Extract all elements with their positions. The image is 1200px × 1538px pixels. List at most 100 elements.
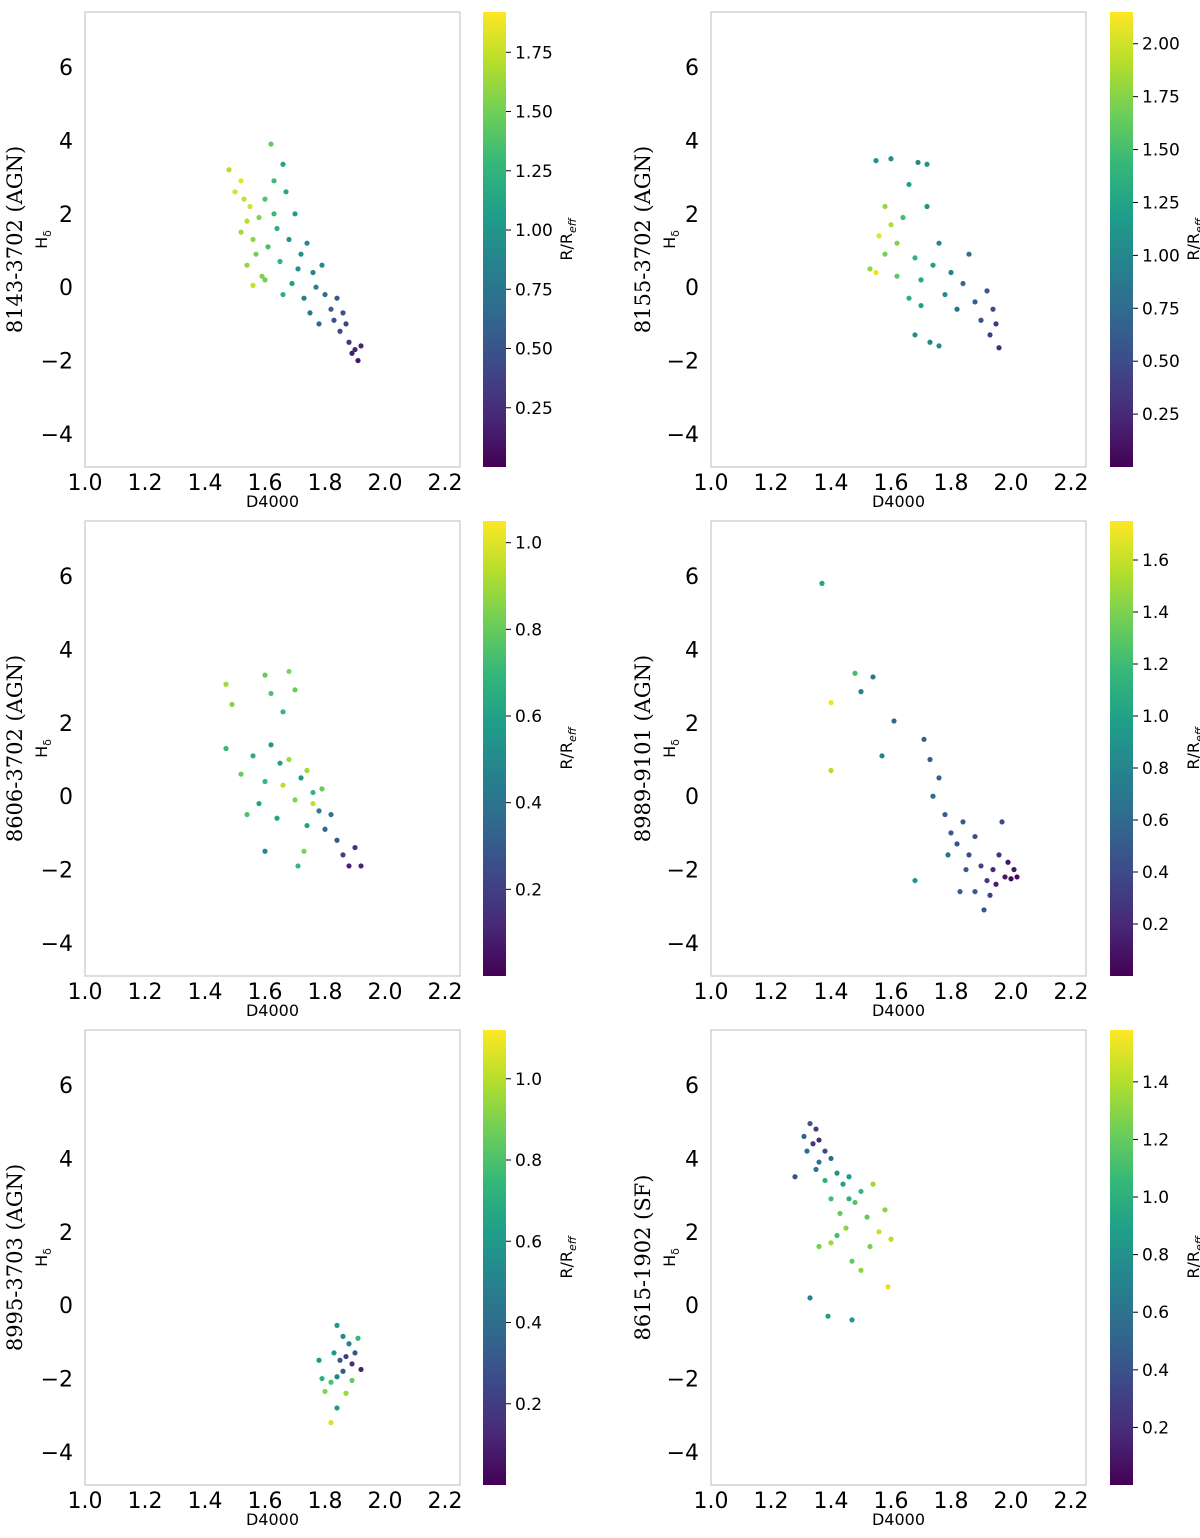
data-point xyxy=(256,214,262,221)
x-tick-label: 2.2 xyxy=(1054,980,1089,1005)
x-tick-label: 1.0 xyxy=(68,980,103,1005)
colorbar-label: R/Reff xyxy=(557,726,579,769)
x-tick-label: 2.0 xyxy=(994,980,1029,1005)
data-point xyxy=(265,244,271,250)
data-point xyxy=(223,745,229,752)
data-point xyxy=(322,291,328,298)
data-point xyxy=(867,266,873,272)
data-point xyxy=(274,815,280,821)
data-point xyxy=(816,1243,822,1250)
x-tick-label: 2.0 xyxy=(994,471,1029,496)
colorbar-tick-label: 0.8 xyxy=(515,1151,542,1171)
data-point xyxy=(960,819,966,825)
data-point xyxy=(990,306,996,312)
colorbar xyxy=(483,1030,506,1485)
data-point xyxy=(894,273,900,279)
data-point xyxy=(337,328,343,334)
data-point xyxy=(319,262,325,268)
data-point xyxy=(244,811,250,818)
data-point xyxy=(828,1240,834,1246)
colorbar-tick-label: 1.25 xyxy=(515,162,553,182)
data-point xyxy=(882,251,888,257)
colorbar-tick-label: 0.75 xyxy=(1142,299,1180,319)
x-tick-label: 2.2 xyxy=(1054,471,1089,496)
data-point xyxy=(888,1236,894,1242)
colorbar-tick-label: 0.4 xyxy=(1142,1361,1169,1381)
y-tick-label: 2 xyxy=(59,712,73,737)
x-axis-label: D4000 xyxy=(872,1510,925,1529)
panel-4: 1.0 1.2 1.4 1.6 1.8 2.0 2.2 −4 −2 0 2 4 6 D4000 8989-9… xyxy=(631,520,1200,1020)
y-tick-label: 2 xyxy=(685,1221,699,1246)
data-point xyxy=(268,690,274,697)
data-point xyxy=(349,1377,355,1384)
data-point xyxy=(322,826,328,832)
y-tick-label: 6 xyxy=(59,565,73,590)
y-tick-label: 2 xyxy=(685,712,699,737)
data-point xyxy=(244,262,250,268)
data-point xyxy=(328,306,334,312)
y-tick-label: 6 xyxy=(685,56,699,81)
data-point xyxy=(316,1357,322,1363)
data-point xyxy=(972,833,978,840)
data-point xyxy=(885,1284,891,1290)
data-point xyxy=(283,189,289,195)
data-point xyxy=(912,255,918,261)
y-tick-label: −2 xyxy=(41,859,73,884)
data-point xyxy=(888,222,894,228)
colorbar-tick-label: 0.6 xyxy=(1142,811,1169,831)
colorbar-tick-label: 0.50 xyxy=(515,340,553,360)
data-point xyxy=(310,800,316,807)
panel-3: 1.0 1.2 1.4 1.6 1.8 2.0 2.2 −4 −2 0 2 4 6 D4000 8606-3… xyxy=(3,520,579,1020)
y-tick-label: 4 xyxy=(59,1147,73,1172)
data-point xyxy=(271,178,277,184)
data-point xyxy=(334,1374,340,1380)
y-tick-label: 4 xyxy=(59,129,73,154)
data-point xyxy=(334,1322,340,1328)
data-point xyxy=(301,848,307,854)
x-tick-label: 1.4 xyxy=(188,471,223,496)
data-point xyxy=(331,1350,337,1356)
data-point xyxy=(978,863,984,869)
panel-5: 1.0 1.2 1.4 1.6 1.8 2.0 2.2 −4 −2 0 2 4 6 D4000 8995-3… xyxy=(3,1029,579,1529)
data-point xyxy=(250,282,256,288)
x-tick-label: 2.0 xyxy=(994,1489,1029,1514)
data-point xyxy=(804,1148,810,1154)
data-point xyxy=(873,158,879,164)
data-point xyxy=(241,196,247,202)
data-point xyxy=(834,1232,840,1239)
data-point xyxy=(268,141,274,147)
data-point xyxy=(310,789,316,796)
x-tick-label: 1.8 xyxy=(934,1489,969,1514)
data-point xyxy=(987,332,993,338)
data-point xyxy=(334,837,340,843)
y-tick-label: −4 xyxy=(667,1441,699,1466)
y-tick-label: −4 xyxy=(667,932,699,957)
y-tick-label: −2 xyxy=(667,859,699,884)
x-tick-label: 1.0 xyxy=(694,1489,729,1514)
data-point xyxy=(352,346,358,353)
data-point xyxy=(307,310,313,316)
colorbar-tick-label: 0.2 xyxy=(515,1395,542,1415)
colorbar-tick-label: 1.75 xyxy=(515,43,553,63)
x-tick-label: 2.2 xyxy=(428,471,463,496)
data-point xyxy=(858,1188,864,1195)
data-point xyxy=(852,1199,858,1206)
data-point xyxy=(256,800,262,807)
x-tick-label: 2.0 xyxy=(368,471,403,496)
panel-1: 1.0 1.2 1.4 1.6 1.8 2.0 2.2 −4 −2 0 2 4 6 D4000 8143-3… xyxy=(3,11,579,511)
x-tick-label: 1.0 xyxy=(694,471,729,496)
data-point xyxy=(304,822,310,829)
data-point xyxy=(358,1366,364,1373)
data-point xyxy=(355,357,361,364)
x-tick-label: 1.6 xyxy=(874,471,909,496)
data-point xyxy=(280,782,286,788)
data-point xyxy=(942,811,948,818)
colorbar-tick-label: 1.00 xyxy=(515,221,553,241)
data-point xyxy=(340,310,346,316)
data-point xyxy=(259,273,265,279)
x-tick-label: 1.6 xyxy=(248,471,283,496)
data-point xyxy=(280,709,286,715)
data-point xyxy=(852,670,858,676)
data-point xyxy=(828,1155,834,1162)
